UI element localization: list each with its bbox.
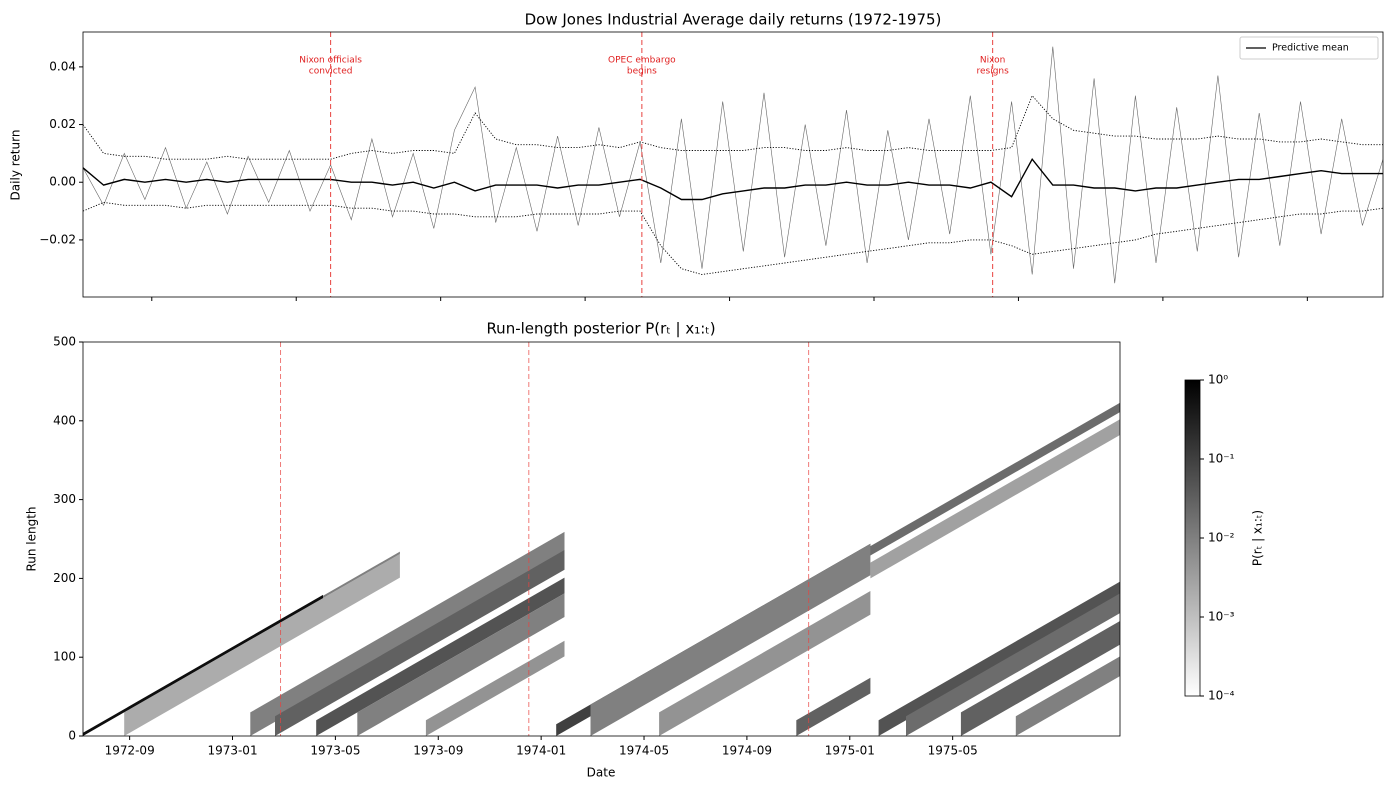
posterior-band (870, 402, 1120, 556)
posterior-panel: Run-length posterior P(rₜ | x₁:ₜ) Date R… (25, 320, 1265, 780)
posterior-band (275, 550, 565, 736)
x-tick-label: 1973-09 (413, 744, 463, 758)
posterior-band (323, 551, 400, 599)
colorbar-tick-label: 10⁻⁴ (1208, 689, 1235, 703)
posterior-band (796, 677, 871, 736)
x-tick-label: 1974-09 (722, 744, 772, 758)
y-axis-label: Daily return (9, 130, 23, 201)
posterior-band (906, 593, 1120, 736)
plot-area (83, 46, 1383, 284)
x-tick-label: 1972-09 (105, 744, 155, 758)
legend-box (1239, 36, 1379, 60)
plot-frame (82, 31, 1384, 298)
x-tick-label: 1975-05 (928, 744, 978, 758)
plot-frame (82, 341, 1121, 737)
posterior-band (960, 621, 1120, 736)
colorbar (1184, 379, 1201, 697)
event-label: Nixon officials (299, 56, 362, 66)
plot-area (83, 402, 1120, 736)
colorbar-tick-label: 10⁻² (1208, 531, 1235, 545)
colorbar-tick-label: 10⁻³ (1208, 610, 1235, 624)
event-label: Nixon (980, 56, 1006, 66)
y-tick-label: 500 (53, 335, 76, 349)
event-label: begins (627, 67, 657, 77)
colorbar-tick-label: 10⁰ (1208, 373, 1228, 387)
chart-title: Run-length posterior P(rₜ | x₁:ₜ) (486, 320, 715, 338)
x-tick-label: 1974-01 (516, 744, 566, 758)
y-tick-label: 0.02 (49, 117, 76, 131)
posterior-band (83, 594, 323, 736)
legend-label: Predictive mean (1272, 43, 1349, 54)
colorbar-label: P(rₜ | x₁:ₜ) (1251, 510, 1265, 566)
posterior-band (316, 577, 565, 736)
posterior-band (659, 591, 871, 736)
y-tick-label: 200 (53, 571, 76, 585)
y-tick-label: 400 (53, 413, 76, 427)
y-tick-label: 0.04 (49, 59, 76, 73)
y-tick-label: 0.00 (49, 175, 76, 189)
x-tick-label: 1975-01 (825, 744, 875, 758)
posterior-band (1015, 656, 1120, 736)
posterior-band (590, 543, 871, 736)
event-label: resigns (976, 67, 1009, 77)
posterior-band (357, 593, 565, 736)
y-tick-label: 100 (53, 650, 76, 664)
band-line (83, 94, 1383, 160)
posterior-band (870, 419, 1120, 579)
x-tick-label: 1974-05 (619, 744, 669, 758)
posterior-band (425, 640, 565, 736)
band-line (83, 201, 1383, 275)
x-axis-label: Date (587, 766, 616, 780)
y-tick-label: 0 (68, 729, 76, 743)
return-line (83, 46, 1383, 284)
x-tick-label: 1973-05 (310, 744, 360, 758)
y-tick-label: −0.02 (39, 232, 76, 246)
posterior-band (250, 531, 565, 736)
event-label: OPEC embargo (608, 56, 676, 66)
mean-line (83, 157, 1383, 201)
chart-title: Dow Jones Industrial Average daily retur… (525, 11, 942, 29)
x-tick-label: 1973-01 (207, 744, 257, 758)
posterior-band (124, 554, 400, 736)
y-tick-label: 300 (53, 492, 76, 506)
event-label: convicted (309, 67, 353, 77)
y-axis-label: Run length (25, 506, 39, 571)
colorbar-tick-label: 10⁻¹ (1208, 452, 1235, 466)
returns-panel: Dow Jones Industrial Average daily retur… (9, 11, 1384, 301)
